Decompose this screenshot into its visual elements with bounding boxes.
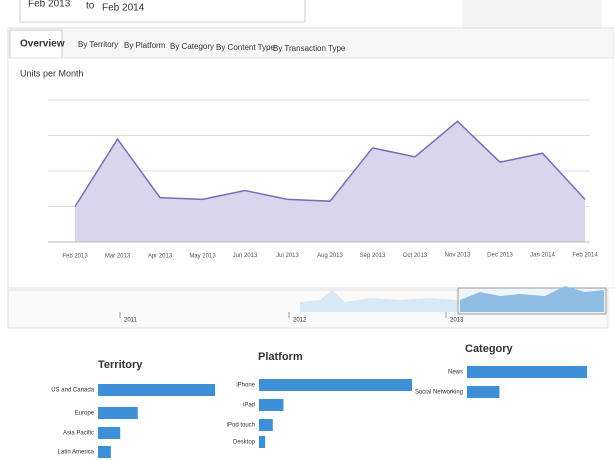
chart-title: Category: [465, 343, 514, 355]
x-tick-label: Aug 2013: [317, 253, 343, 259]
x-tick-label: Mar 2013: [105, 253, 131, 259]
x-tick-label: Apr 2013: [148, 253, 173, 259]
tab[interactable]: By Platform: [124, 41, 166, 50]
bar-label: Latin America: [58, 450, 95, 456]
x-tick-label: May 2013: [189, 253, 216, 259]
x-tick-label: Jul 2013: [276, 253, 299, 259]
x-tick-label: Oct 2013: [403, 253, 428, 259]
chart-title: Platform: [258, 351, 303, 363]
tab[interactable]: By Category: [170, 42, 214, 51]
tab[interactable]: By Transaction Type: [273, 44, 346, 53]
bar-label: US and Canada: [51, 388, 94, 394]
bar-label: Asia Pacific: [63, 431, 94, 437]
x-tick-label: Jun 2013: [233, 253, 258, 259]
bar: [98, 446, 111, 458]
bar: [467, 366, 587, 378]
date-box: [19, 0, 306, 23]
bar: [259, 399, 284, 411]
date-from[interactable]: Feb 2013: [28, 0, 71, 10]
bar: [259, 379, 412, 391]
bar-label: News: [448, 370, 463, 376]
bar: [259, 419, 273, 431]
x-tick-label: Feb 2013: [62, 254, 88, 260]
timeline-label: 2012: [293, 318, 307, 324]
bar-label: Europe: [75, 411, 95, 417]
active-tab: [9, 29, 63, 59]
bar-label: iPhone: [236, 383, 255, 389]
timeline-area: [300, 290, 458, 312]
area-line: [74, 120, 586, 207]
area-fill: [75, 121, 585, 242]
bar: [98, 384, 215, 396]
chart-title: Territory: [98, 359, 143, 371]
tab[interactable]: By Territory: [78, 40, 118, 49]
x-tick-label: Dec 2013: [487, 253, 513, 259]
timeline-selected-area: [460, 286, 604, 312]
tab[interactable]: By Content Type: [216, 43, 276, 52]
bar-label: Desktop: [233, 440, 256, 446]
timeline-label: 2013: [450, 318, 464, 324]
tab[interactable]: Overview: [20, 39, 65, 50]
date-separator: to: [86, 1, 95, 12]
bar-label: iPad: [243, 403, 255, 409]
x-tick-label: Sep 2013: [360, 253, 386, 259]
bar: [467, 386, 500, 398]
bar-label: Social Networking: [415, 390, 463, 396]
chart-title: Units per Month: [20, 68, 84, 78]
timeline-label: 2011: [124, 318, 138, 324]
bar: [259, 436, 266, 448]
x-tick-label: Jan 2014: [530, 252, 555, 258]
bar: [98, 427, 121, 439]
bar: [98, 407, 138, 419]
date-to[interactable]: Feb 2014: [102, 3, 145, 14]
bar-label: iPod touch: [227, 423, 255, 429]
x-tick-label: Nov 2013: [445, 253, 471, 259]
x-tick-label: Feb 2014: [572, 252, 598, 258]
